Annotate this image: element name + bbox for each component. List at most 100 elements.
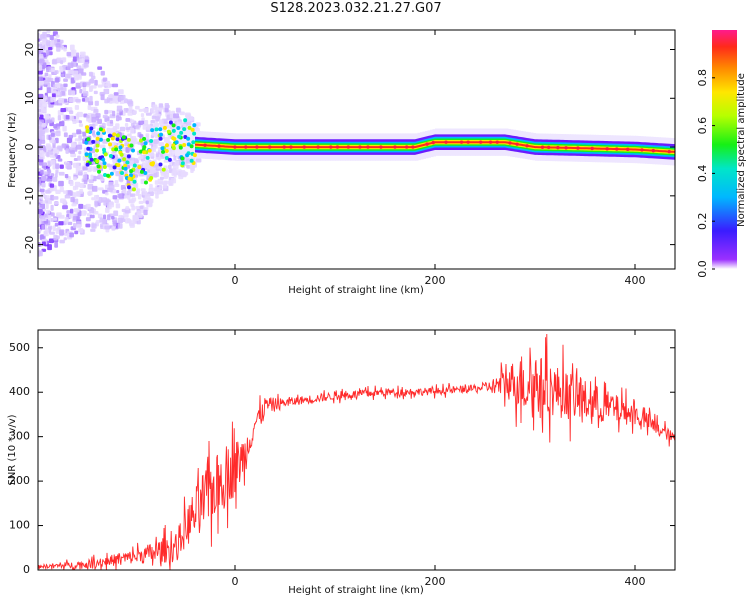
spectrogram-cell [38, 64, 43, 71]
spectrogram-cell [58, 221, 64, 226]
spectrogram-cell [67, 62, 74, 69]
spectrogram-cell [158, 132, 163, 137]
spectrogram-cell [54, 241, 59, 248]
spectrogram-cell [69, 97, 75, 103]
spectrogram-cell [123, 195, 129, 199]
snr-xtick-label: 0 [232, 575, 239, 588]
spectrogram-cell [94, 100, 99, 106]
spectrogram-ytick-label: 10 [23, 91, 36, 105]
spectrogram-cell [126, 185, 131, 190]
spectrogram-cell [88, 71, 93, 77]
spectrogram-cell [69, 44, 75, 51]
snr-xtick-label: 200 [425, 575, 446, 588]
spectrogram-cell [85, 162, 90, 167]
spectrogram-cell [135, 190, 139, 197]
spectrogram-cell [47, 214, 52, 221]
spectrogram-peak [203, 143, 207, 147]
spectrogram-cell [87, 191, 91, 196]
snr-ylabel: SNR (10 * v/v) [7, 414, 18, 485]
spectrogram-cell [147, 148, 152, 153]
spectrogram-cell [53, 201, 59, 205]
spectrogram-cell [46, 151, 50, 158]
spectrogram-cell [38, 151, 45, 156]
spectrogram-cell [115, 203, 121, 209]
spectrogram-cell [167, 157, 172, 162]
spectrogram-cell [50, 132, 55, 137]
spectrogram-cell [91, 116, 97, 123]
spectrogram-cell [158, 181, 165, 185]
spectrogram-cell [76, 52, 80, 59]
spectrogram-cell [108, 201, 115, 208]
spectrogram-cell [92, 134, 97, 138]
spectrogram-cell [71, 203, 77, 207]
spectrogram-cell [51, 59, 57, 65]
spectrogram-peak [444, 140, 448, 144]
spectrogram-cell [166, 129, 171, 134]
spectrogram-cell [97, 119, 103, 125]
spectrogram-cell [41, 38, 48, 45]
spectrogram-cell [168, 180, 174, 187]
spectrogram-cell [182, 142, 187, 147]
spectrogram-cell [37, 22, 41, 26]
spectrogram-cell [81, 98, 86, 102]
spectrogram-cell [99, 144, 106, 149]
spectrogram-cell [45, 189, 51, 194]
spectrogram-cell [118, 116, 122, 121]
spectrogram-cell [114, 199, 119, 204]
spectrogram-peak [605, 147, 609, 151]
spectrogram-cell [59, 229, 65, 236]
spectrogram-cell [171, 123, 176, 128]
spectrogram-cell [111, 147, 116, 152]
spectrogram-cell [171, 136, 176, 141]
spectrogram-cell [192, 131, 197, 136]
spectrogram-cell [60, 198, 66, 204]
spectrogram-cell [120, 171, 125, 176]
spectrogram-cell [67, 69, 74, 75]
spectrogram-cell [101, 82, 106, 87]
spectrogram-cell [96, 131, 101, 136]
spectrogram-cell [85, 125, 90, 130]
spectrogram-cell [45, 203, 49, 210]
spectrogram-cell [97, 174, 104, 179]
spectrogram-peak [289, 145, 293, 149]
spectrogram-peak [267, 145, 272, 149]
spectrogram-cell [158, 103, 164, 108]
spectrogram-cell [95, 136, 100, 141]
spectrogram-cell [86, 146, 91, 151]
spectrogram-cell [46, 30, 51, 34]
spectrogram-cell [78, 228, 82, 233]
spectrogram-cell [64, 174, 69, 179]
spectrogram-cell [102, 172, 107, 177]
spectrogram-cell [66, 51, 72, 57]
spectrogram-cell [52, 217, 57, 221]
spectrogram-cell [43, 79, 50, 85]
spectrogram-cell [70, 153, 77, 158]
spectrogram-cell [69, 110, 74, 115]
spectrogram-peak [404, 145, 409, 149]
spectrogram-cell [90, 114, 96, 118]
colorbar-tick-label: 0.8 [696, 69, 709, 87]
spectrogram-cell [71, 143, 76, 148]
spectrogram-cell [137, 165, 142, 170]
spectrogram-cell [54, 173, 58, 178]
spectrogram-cell [55, 83, 61, 88]
spectrogram-cell [38, 100, 43, 106]
spectrogram-cell [107, 110, 114, 114]
spectrogram-cell [41, 27, 46, 30]
spectrogram-cell [88, 101, 94, 106]
spectrogram-cell [174, 172, 180, 176]
spectrogram-cell [101, 157, 106, 162]
spectrogram-cell [79, 89, 83, 94]
spectrogram-peak [335, 145, 340, 149]
spectrogram-cell [47, 199, 52, 205]
spectrogram-cell [89, 126, 94, 131]
spectrogram-cell [38, 69, 43, 75]
spectrogram-cell [144, 107, 149, 114]
spectrogram-cell [93, 108, 99, 113]
spectrogram-cell [129, 169, 134, 174]
snr-series-line [38, 334, 675, 570]
spectrogram-cell [195, 158, 202, 163]
spectrogram-cell [178, 145, 183, 150]
spectrogram-cell [49, 150, 54, 155]
